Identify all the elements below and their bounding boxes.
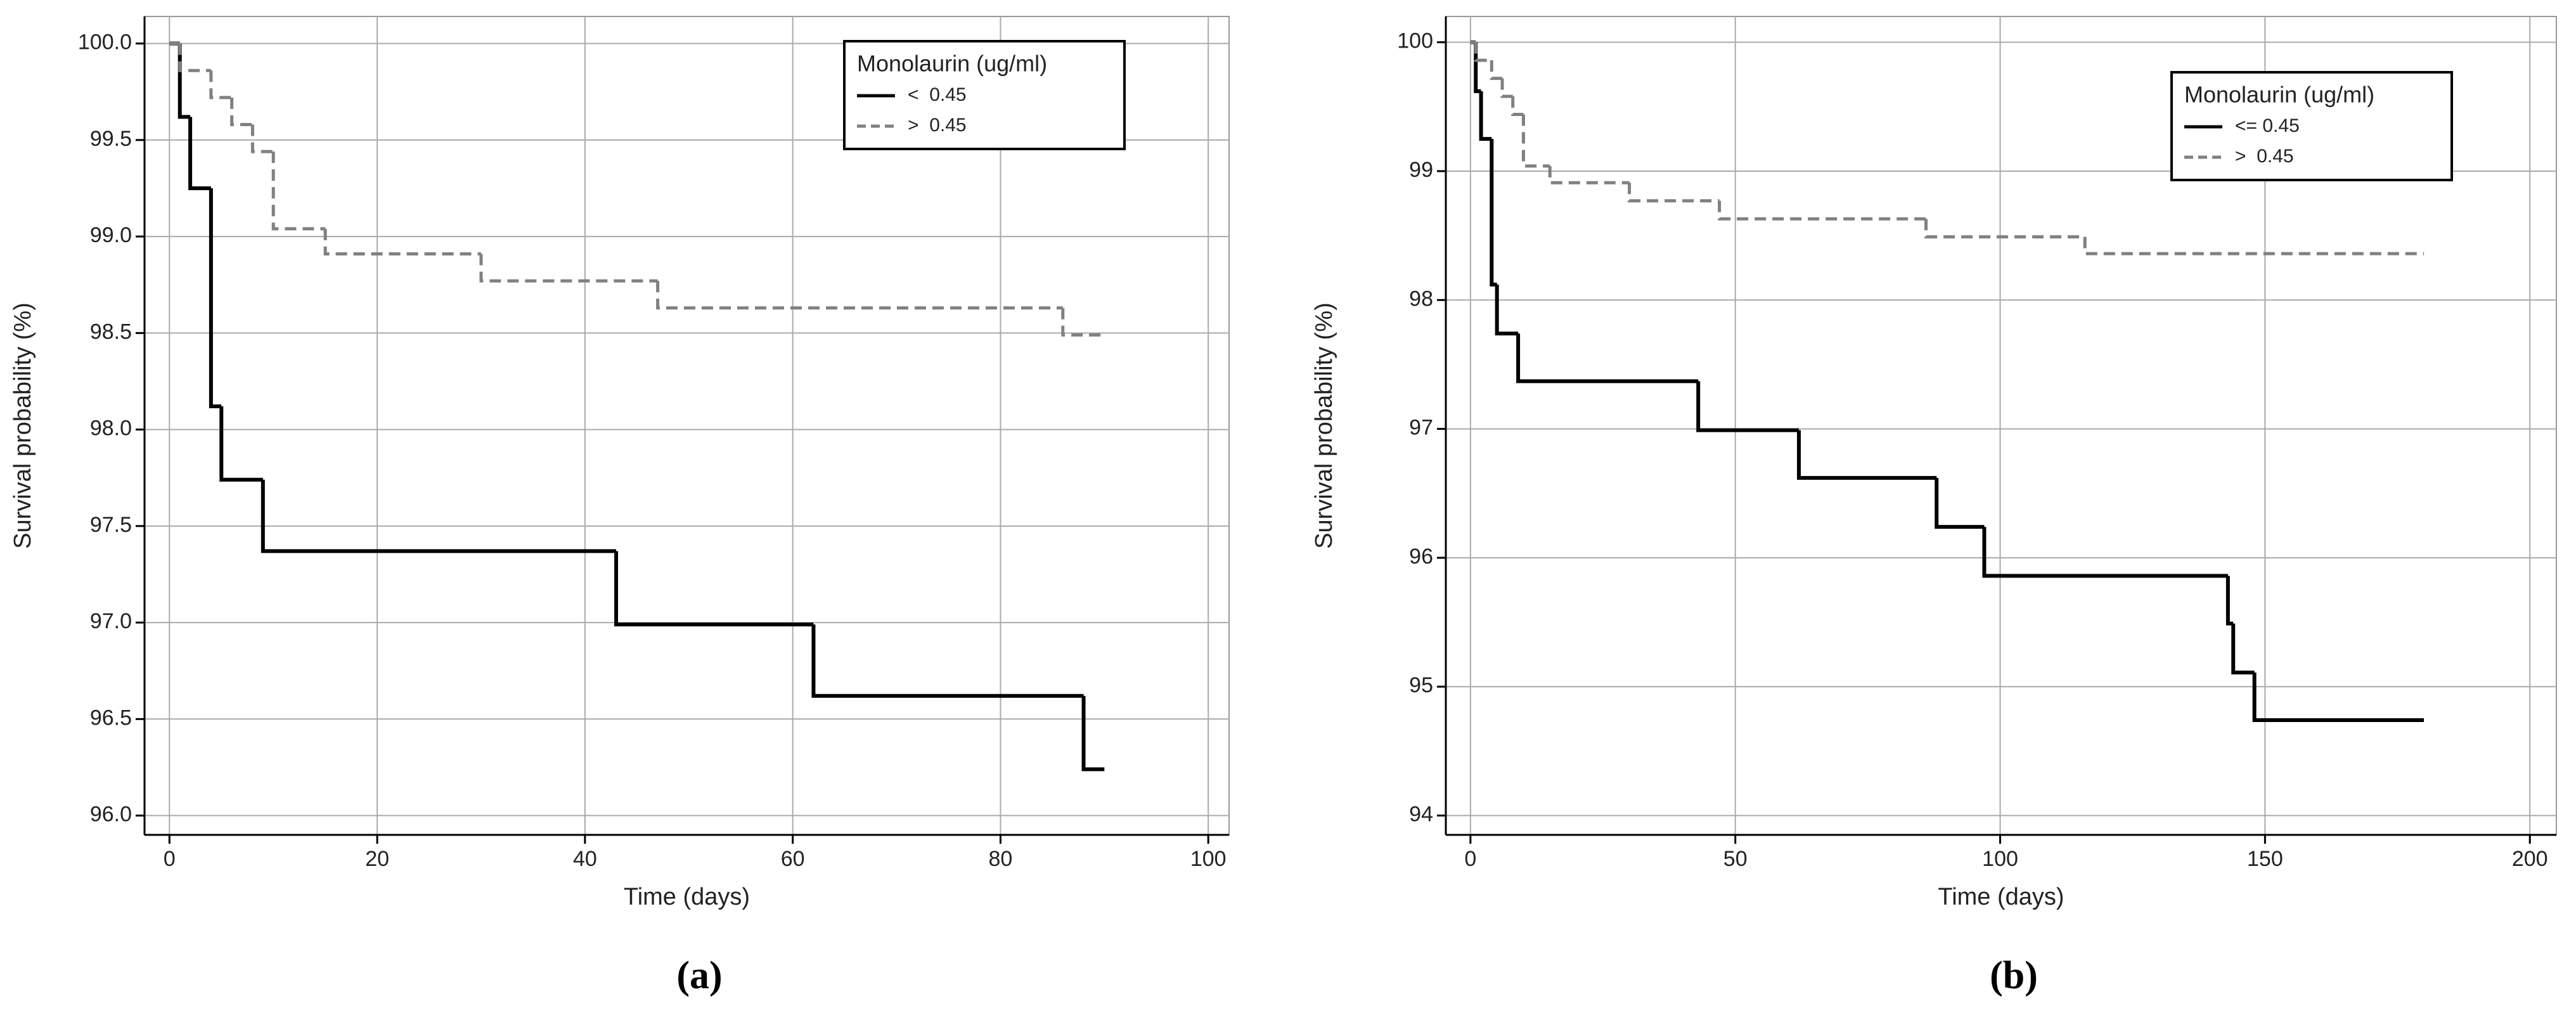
survival-step	[1061, 307, 1105, 337]
x-tick-label: 150	[2247, 847, 2283, 871]
caption: (a)	[676, 954, 722, 997]
survival-step	[1516, 333, 1699, 384]
y-tick-label: 98	[1409, 287, 1433, 311]
survival-step	[2231, 623, 2255, 674]
survival-step	[2083, 236, 2425, 255]
survival-step	[811, 624, 1084, 698]
y-tick-label: 99	[1409, 158, 1433, 182]
survival-step	[479, 254, 658, 283]
survival-step	[323, 228, 481, 256]
survival-step	[209, 70, 232, 100]
caption: (b)	[1990, 954, 2038, 997]
y-tick-label: 97	[1409, 416, 1433, 440]
survival-step	[1935, 477, 1985, 529]
survival-step	[1474, 42, 1481, 93]
survival-step	[1796, 430, 1937, 480]
y-tick-label: 100	[1397, 29, 1433, 53]
legend-label: > 0.45	[2235, 146, 2294, 167]
legend-label: <= 0.45	[2235, 115, 2300, 136]
survival-step	[1628, 183, 1720, 203]
survival-step	[656, 281, 1063, 310]
survival-step	[188, 117, 211, 190]
legend-title: Monolaurin (ug/ml)	[857, 51, 1047, 77]
survival-step	[219, 406, 263, 482]
survival-step	[2252, 672, 2425, 723]
survival-step	[614, 551, 814, 627]
x-axis-label: Time (days)	[1938, 884, 2064, 910]
y-tick-label: 99.5	[90, 127, 132, 151]
survival-step	[1982, 527, 2228, 578]
y-tick-label: 98.5	[90, 319, 132, 344]
survival-step	[1474, 42, 1492, 62]
x-tick-label: 20	[365, 847, 389, 871]
x-tick-label: 50	[1723, 847, 1748, 871]
x-tick-label: 0	[164, 847, 176, 871]
x-tick-label: 40	[573, 847, 597, 871]
survival-step	[1490, 60, 1502, 81]
y-tick-label: 100.0	[78, 30, 132, 55]
survival-step	[1924, 219, 2085, 239]
x-tick-label: 0	[1464, 847, 1476, 871]
survival-step	[209, 188, 222, 409]
y-tick-label: 96	[1409, 545, 1433, 569]
survival-step	[1521, 114, 1550, 168]
survival-step	[230, 97, 253, 127]
y-tick-label: 98.0	[90, 416, 132, 441]
survival-step	[1511, 96, 1524, 117]
survival-step	[1495, 284, 1519, 336]
y-tick-label: 96.0	[90, 803, 132, 827]
x-tick-label: 100	[1982, 847, 2018, 871]
y-axis-label: Survival probability (%)	[1311, 302, 1337, 549]
survival-step	[261, 479, 617, 553]
y-tick-label: 95	[1409, 673, 1433, 697]
chart: 94 95 96 97 98 99 100 0 50 100 150 200 Time (days) Su…	[1311, 16, 2557, 997]
x-tick-label: 60	[781, 847, 805, 871]
survival-step	[1718, 200, 1926, 221]
x-tick-label: 100	[1190, 847, 1227, 871]
survival-step	[271, 152, 326, 231]
survival-step	[1696, 381, 1799, 432]
y-tick-label: 94	[1409, 802, 1433, 826]
survival-step	[178, 43, 211, 72]
survival-step	[1548, 165, 1630, 184]
survival-step	[1500, 78, 1513, 98]
legend-title: Monolaurin (ug/ml)	[2184, 82, 2374, 108]
x-axis-label: Time (days)	[624, 884, 750, 910]
y-tick-label: 97.0	[90, 609, 132, 633]
survival-step	[1479, 91, 1492, 141]
survival-step	[2225, 576, 2234, 626]
y-axis-label: Survival probability (%)	[10, 302, 36, 549]
x-tick-label: 80	[989, 847, 1013, 871]
legend-label: > 0.45	[908, 115, 967, 136]
survival-step	[1490, 139, 1497, 287]
legend-label: < 0.45	[908, 84, 967, 105]
y-tick-label: 96.5	[90, 706, 132, 730]
y-tick-label: 97.5	[90, 513, 132, 537]
chart: 96.0 96.5 97.0 97.5 98.0 98.5 99.0 99.5 100.0 0 20…	[10, 16, 1230, 997]
y-tick-label: 99.0	[90, 223, 132, 247]
survival-step	[1081, 695, 1105, 771]
survival-step	[250, 124, 274, 153]
x-tick-label: 200	[2512, 847, 2548, 871]
